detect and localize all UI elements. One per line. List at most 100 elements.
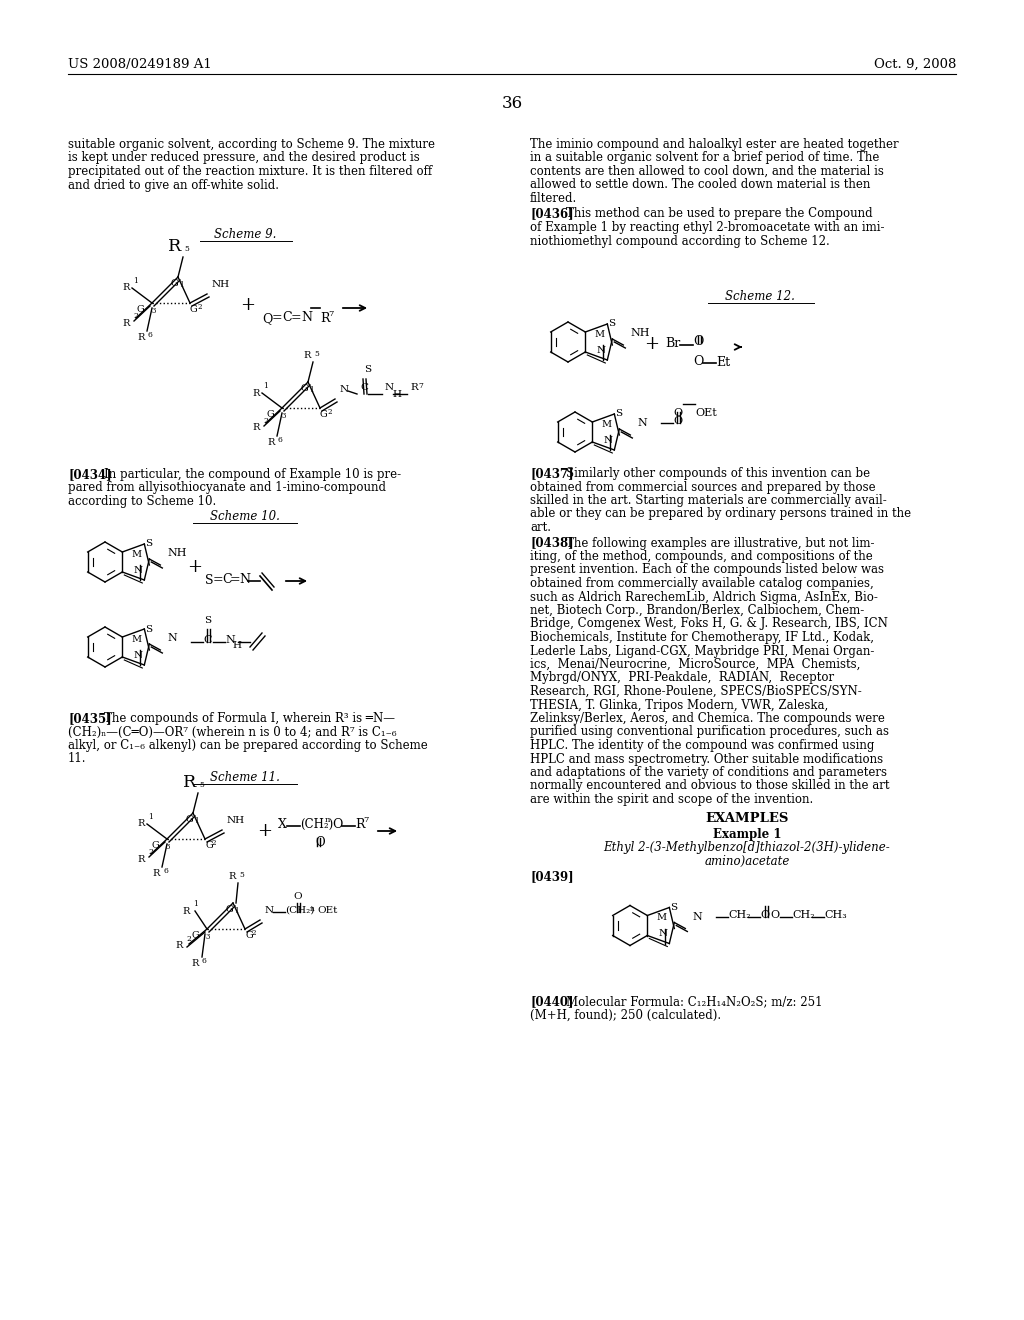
Text: N: N xyxy=(301,312,312,323)
Text: such as Aldrich RarechemLib, Aldrich Sigma, AsInEx, Bio-: such as Aldrich RarechemLib, Aldrich Sig… xyxy=(530,590,878,603)
Text: are within the spirit and scope of the invention.: are within the spirit and scope of the i… xyxy=(530,793,813,807)
Text: THESIA, T. Glinka, Tripos Modern, VWR, Zaleska,: THESIA, T. Glinka, Tripos Modern, VWR, Z… xyxy=(530,698,828,711)
Text: N: N xyxy=(637,418,647,428)
Text: 3: 3 xyxy=(166,843,170,851)
Text: 2: 2 xyxy=(133,312,138,319)
Text: US 2008/0249189 A1: US 2008/0249189 A1 xyxy=(68,58,212,71)
Text: O: O xyxy=(315,836,325,849)
Text: N: N xyxy=(133,566,142,576)
Text: N: N xyxy=(239,573,250,586)
Text: NH: NH xyxy=(212,280,230,289)
Text: n: n xyxy=(310,906,314,913)
Text: G: G xyxy=(319,411,328,418)
Text: HPLC. The identity of the compound was confirmed using: HPLC. The identity of the compound was c… xyxy=(530,739,874,752)
Text: Q: Q xyxy=(262,312,272,325)
Text: =: = xyxy=(213,573,223,586)
Text: 36: 36 xyxy=(502,95,522,112)
Text: able or they can be prepared by ordinary persons trained in the: able or they can be prepared by ordinary… xyxy=(530,507,911,520)
Text: 2: 2 xyxy=(186,935,190,942)
Text: R: R xyxy=(123,318,130,327)
Text: N: N xyxy=(340,385,349,393)
Text: G: G xyxy=(190,305,198,314)
Text: O: O xyxy=(693,355,703,368)
Text: 3: 3 xyxy=(206,933,210,941)
Text: Scheme 10.: Scheme 10. xyxy=(210,510,280,523)
Text: R: R xyxy=(319,312,330,325)
Text: O: O xyxy=(332,818,342,832)
Text: 6: 6 xyxy=(163,867,168,875)
Text: N: N xyxy=(596,346,605,355)
Text: N: N xyxy=(225,635,234,645)
Text: R: R xyxy=(267,438,275,447)
Text: N: N xyxy=(692,912,702,921)
Text: C: C xyxy=(222,573,231,586)
Text: +: + xyxy=(187,558,203,576)
Text: of Example 1 by reacting ethyl 2-bromoacetate with an imi-: of Example 1 by reacting ethyl 2-bromoac… xyxy=(530,220,885,234)
Text: obtained from commercial sources and prepared by those: obtained from commercial sources and pre… xyxy=(530,480,876,494)
Text: Example 1: Example 1 xyxy=(713,828,781,841)
Text: =: = xyxy=(291,312,302,323)
Text: R: R xyxy=(191,960,199,968)
Text: G: G xyxy=(152,841,159,850)
Text: R: R xyxy=(137,854,145,863)
Text: n: n xyxy=(325,816,331,824)
Text: N: N xyxy=(133,651,142,660)
Text: G: G xyxy=(136,305,144,314)
Text: Scheme 11.: Scheme 11. xyxy=(210,771,280,784)
Text: O: O xyxy=(760,909,769,920)
Text: R: R xyxy=(304,351,311,360)
Text: M: M xyxy=(601,420,611,429)
Text: 2: 2 xyxy=(197,304,202,312)
Text: The compounds of Formula I, wherein R³ is ═N—: The compounds of Formula I, wherein R³ i… xyxy=(104,711,395,725)
Text: C: C xyxy=(282,312,292,323)
Text: S: S xyxy=(615,409,623,418)
Text: O: O xyxy=(693,335,703,348)
Text: ics,  Menai/Neurocrine,  MicroSource,  MPA  Chemists,: ics, Menai/Neurocrine, MicroSource, MPA … xyxy=(530,657,860,671)
Text: Bridge, Comgenex West, Foks H, G. & J. Research, IBS, ICN: Bridge, Comgenex West, Foks H, G. & J. R… xyxy=(530,618,888,631)
Text: This method can be used to prepare the Compound: This method can be used to prepare the C… xyxy=(566,207,872,220)
Text: is kept under reduced pressure, and the desired product is: is kept under reduced pressure, and the … xyxy=(68,152,420,165)
Text: 11.: 11. xyxy=(68,752,86,766)
Text: 1: 1 xyxy=(194,817,199,825)
Text: R: R xyxy=(153,869,160,878)
Text: Et: Et xyxy=(716,356,730,370)
Text: alkyl, or C₁₋₆ alkenyl) can be prepared according to Scheme: alkyl, or C₁₋₆ alkenyl) can be prepared … xyxy=(68,739,428,752)
Text: N: N xyxy=(658,929,668,939)
Text: OEt: OEt xyxy=(317,906,337,915)
Text: S: S xyxy=(205,616,212,624)
Text: [0434]: [0434] xyxy=(68,469,112,480)
Text: S: S xyxy=(364,366,371,374)
Text: 6: 6 xyxy=(278,436,283,444)
Text: 3: 3 xyxy=(151,308,156,315)
Text: 5: 5 xyxy=(199,781,204,789)
Text: X: X xyxy=(278,818,287,832)
Text: Lederle Labs, Ligand-CGX, Maybridge PRI, Menai Organ-: Lederle Labs, Ligand-CGX, Maybridge PRI,… xyxy=(530,644,874,657)
Text: CH₃: CH₃ xyxy=(824,909,847,920)
Text: 5: 5 xyxy=(239,871,244,879)
Text: precipitated out of the reaction mixture. It is then filtered off: precipitated out of the reaction mixture… xyxy=(68,165,432,178)
Text: obtained from commercially available catalog companies,: obtained from commercially available cat… xyxy=(530,577,873,590)
Text: =: = xyxy=(230,573,241,586)
Text: R: R xyxy=(137,820,145,829)
Text: R: R xyxy=(137,333,145,342)
Text: amino)acetate: amino)acetate xyxy=(705,855,790,869)
Text: [0439]: [0439] xyxy=(530,870,573,883)
Text: art.: art. xyxy=(530,521,551,535)
Text: S: S xyxy=(608,319,615,329)
Text: (CH₂)ₙ—(C═O)—OR⁷ (wherein n is 0 to 4; and R⁷ is C₁₋₆: (CH₂)ₙ—(C═O)—OR⁷ (wherein n is 0 to 4; a… xyxy=(68,726,396,738)
Text: R: R xyxy=(168,238,181,255)
Text: O: O xyxy=(294,892,302,902)
Text: [0440]: [0440] xyxy=(530,995,573,1008)
Text: CH₂: CH₂ xyxy=(728,909,751,920)
Text: M: M xyxy=(131,550,141,558)
Text: niothiomethyl compound according to Scheme 12.: niothiomethyl compound according to Sche… xyxy=(530,235,829,248)
Text: 1: 1 xyxy=(193,900,198,908)
Text: 2: 2 xyxy=(252,929,256,937)
Text: net, Biotech Corp., Brandon/Berlex, Calbiochem, Chem-: net, Biotech Corp., Brandon/Berlex, Calb… xyxy=(530,605,864,616)
Text: R: R xyxy=(228,873,236,880)
Text: 3: 3 xyxy=(281,412,286,420)
Text: M: M xyxy=(656,913,667,923)
Text: Oct. 9, 2008: Oct. 9, 2008 xyxy=(873,58,956,71)
Text: G: G xyxy=(191,931,199,940)
Text: Scheme 9.: Scheme 9. xyxy=(214,228,276,242)
